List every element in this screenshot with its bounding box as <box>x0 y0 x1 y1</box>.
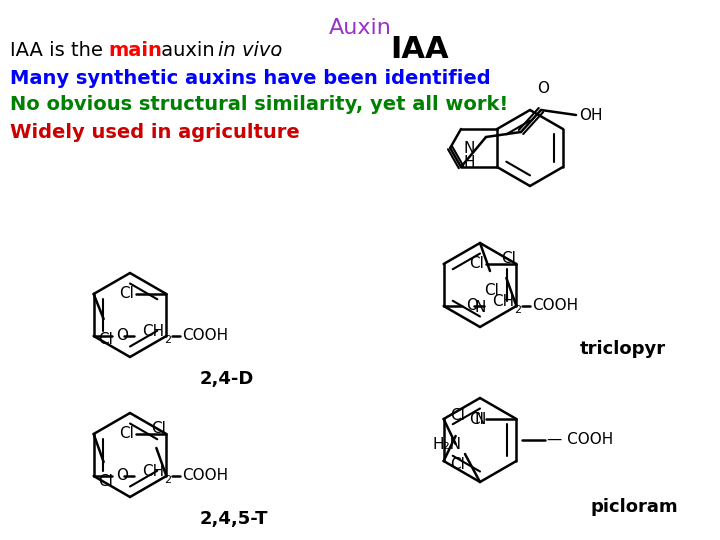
Text: Cl: Cl <box>98 332 113 347</box>
Text: CH: CH <box>142 325 163 340</box>
Text: 2,4,5-T: 2,4,5-T <box>200 510 269 528</box>
Text: picloram: picloram <box>590 498 678 516</box>
Text: CH: CH <box>492 294 514 309</box>
Text: IAA is the: IAA is the <box>10 40 109 59</box>
Text: Cl: Cl <box>450 408 465 423</box>
Text: COOH: COOH <box>181 328 228 343</box>
Text: Cl: Cl <box>485 283 500 298</box>
Text: O: O <box>537 81 549 96</box>
Text: O: O <box>116 328 127 343</box>
Text: H: H <box>463 155 474 170</box>
Text: Cl: Cl <box>469 411 485 427</box>
Text: Cl: Cl <box>151 421 166 436</box>
Text: O: O <box>466 299 477 314</box>
Text: auxin: auxin <box>155 40 221 59</box>
Text: Cl: Cl <box>469 256 485 272</box>
Text: 2: 2 <box>163 335 171 345</box>
Text: N: N <box>474 412 486 427</box>
Text: Auxin: Auxin <box>328 18 392 38</box>
Text: H₂N: H₂N <box>433 437 462 452</box>
Text: CH: CH <box>142 464 163 480</box>
Text: .: . <box>275 40 282 59</box>
Text: main: main <box>108 40 162 59</box>
Text: Cl: Cl <box>120 287 135 301</box>
Text: O: O <box>116 469 127 483</box>
Text: 2,4-D: 2,4-D <box>200 370 254 388</box>
Text: 2: 2 <box>163 475 171 485</box>
Text: 2: 2 <box>513 305 521 315</box>
Text: Cl: Cl <box>98 474 113 489</box>
Text: in vivo: in vivo <box>218 40 282 59</box>
Text: N: N <box>474 300 486 315</box>
Text: triclopyr: triclopyr <box>580 340 666 358</box>
Text: N: N <box>463 141 474 156</box>
Text: Cl: Cl <box>501 251 516 266</box>
Text: — COOH: — COOH <box>547 433 613 448</box>
Text: Many synthetic auxins have been identified: Many synthetic auxins have been identifi… <box>10 69 490 87</box>
Text: COOH: COOH <box>531 299 577 314</box>
Text: Cl: Cl <box>120 427 135 442</box>
Text: Cl: Cl <box>450 457 465 472</box>
Text: Widely used in agriculture: Widely used in agriculture <box>10 123 300 141</box>
Text: No obvious structural similarity, yet all work!: No obvious structural similarity, yet al… <box>10 96 508 114</box>
Text: IAA: IAA <box>390 36 449 64</box>
Text: COOH: COOH <box>181 469 228 483</box>
Text: OH: OH <box>579 107 603 123</box>
